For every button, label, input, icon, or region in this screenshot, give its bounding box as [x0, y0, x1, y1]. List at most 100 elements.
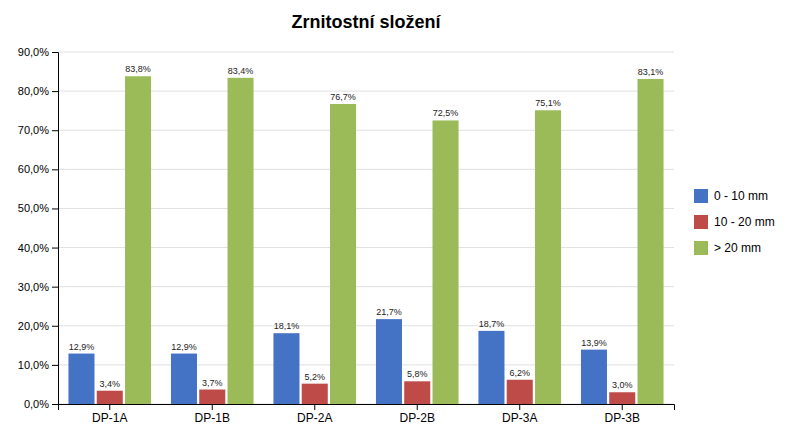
legend-label: > 20 mm [714, 241, 761, 255]
tick-label: 80,0% [18, 85, 49, 97]
bar [125, 76, 151, 404]
data-label: 72,5% [433, 108, 459, 118]
bar [171, 354, 197, 404]
tick-label: DP-1A [92, 411, 127, 425]
bar [581, 350, 607, 404]
tick-label: DP-3A [502, 411, 537, 425]
legend: 0 - 10 mm 10 - 20 mm > 20 mm [694, 189, 775, 255]
bar [376, 319, 402, 404]
data-label: 12,9% [171, 342, 197, 352]
bar [97, 391, 123, 404]
bar [330, 104, 356, 404]
bar [433, 120, 459, 404]
bar [302, 384, 328, 404]
bar [535, 110, 561, 404]
tick-label: DP-2B [400, 411, 435, 425]
data-label: 75,1% [535, 98, 561, 108]
tick: 40,0% [18, 242, 58, 254]
tick-mark [519, 404, 520, 410]
tick: DP-1B [195, 404, 230, 425]
bar [228, 78, 254, 404]
tick-label: 20,0% [18, 320, 49, 332]
legend-swatch [694, 241, 708, 255]
tick: 30,0% [18, 281, 58, 293]
tick: 10,0% [18, 359, 58, 371]
data-label: 5,8% [407, 369, 428, 379]
tick-mark [52, 404, 58, 405]
legend-label: 0 - 10 mm [714, 189, 768, 203]
tick-mark [52, 248, 58, 249]
data-label: 18,1% [274, 321, 300, 331]
tick-mark [52, 326, 58, 327]
data-label: 3,4% [100, 379, 121, 389]
tick-mark [52, 365, 58, 366]
tick: 80,0% [18, 85, 58, 97]
tick-mark [109, 404, 110, 410]
tick-mark [52, 287, 58, 288]
data-label: 3,7% [202, 378, 223, 388]
tick-label: 90,0% [18, 46, 49, 58]
legend-item: 0 - 10 mm [694, 189, 768, 203]
data-label: 12,9% [69, 342, 95, 352]
tick-label: DP-1B [195, 411, 230, 425]
tick: 70,0% [18, 124, 58, 136]
legend-label: 10 - 20 mm [714, 215, 775, 229]
bar [478, 331, 504, 404]
tick: DP-2B [400, 404, 435, 425]
grid-line [58, 52, 674, 53]
data-label: 18,7% [479, 319, 505, 329]
tick-mark [52, 91, 58, 92]
axis-line [59, 405, 675, 411]
tick-mark [622, 404, 623, 410]
title: Zrnitostní složení [291, 12, 441, 32]
tick-mark [52, 52, 58, 53]
chart: Zrnitostní složení 0,0% 10,0% 20,0% 30,0% 40,… [0, 0, 809, 440]
data-label: 83,1% [638, 67, 664, 77]
legend-swatch [694, 215, 708, 229]
data-label: 83,8% [125, 64, 151, 74]
tick: DP-2A [297, 404, 332, 425]
plot: 0,0% 10,0% 20,0% 30,0% 40,0% 50,0% 60,0% 70,0% 8… [18, 46, 675, 425]
tick-mark [417, 404, 418, 410]
tick: DP-3B [605, 404, 640, 425]
tick-mark [52, 208, 58, 209]
tick-mark [52, 169, 58, 170]
tick-label: 0,0% [24, 398, 49, 410]
x-axis: DP-1A DP-1B DP-2A DP-2B DP-3A DP-3B [59, 404, 675, 425]
bar [507, 380, 533, 404]
tick: DP-3A [502, 404, 537, 425]
tick-label: DP-3B [605, 411, 640, 425]
tick-mark [314, 404, 315, 410]
bars [68, 76, 663, 404]
y-axis: 0,0% 10,0% 20,0% 30,0% 40,0% 50,0% 60,0% 70,0% 8… [18, 46, 59, 410]
tick-label: 40,0% [18, 242, 49, 254]
data-label: 6,2% [509, 368, 530, 378]
legend-swatch [694, 189, 708, 203]
tick: 20,0% [18, 320, 58, 332]
bar [199, 390, 225, 404]
tick-label: 10,0% [18, 359, 49, 371]
data-label: 5,2% [304, 372, 325, 382]
bar [404, 381, 430, 404]
data-label: 83,4% [228, 66, 254, 76]
bar [68, 354, 94, 404]
data-labels: 12,9%12,9%18,1%21,7%18,7%13,9%3,4%3,7%5,… [69, 64, 664, 390]
tick: 0,0% [24, 398, 58, 410]
tick-mark [212, 404, 213, 410]
bar [273, 333, 299, 404]
tick: 60,0% [18, 163, 58, 175]
tick: 50,0% [18, 202, 58, 214]
bar [609, 392, 635, 404]
grid [58, 52, 674, 404]
tick-label: 50,0% [18, 202, 49, 214]
axis-line [52, 53, 59, 405]
tick: DP-1A [92, 404, 127, 425]
bar-series [125, 76, 664, 404]
tick-label: 60,0% [18, 163, 49, 175]
tick: 90,0% [18, 46, 58, 58]
legend-item: 10 - 20 mm [694, 215, 775, 229]
tick-label: 30,0% [18, 281, 49, 293]
legend-item: > 20 mm [694, 241, 761, 255]
bar [638, 79, 664, 404]
data-label: 3,0% [612, 380, 633, 390]
